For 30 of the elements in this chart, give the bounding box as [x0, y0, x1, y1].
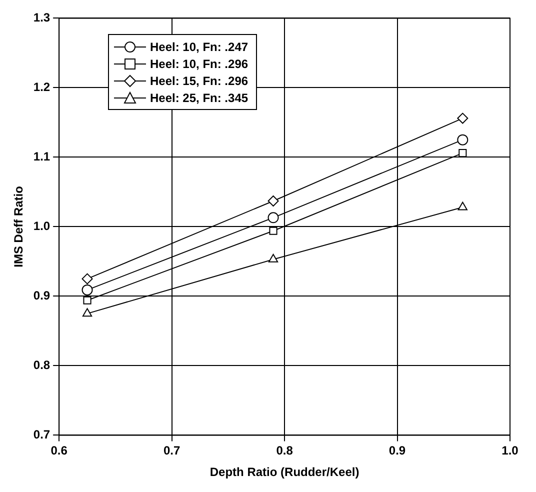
- point: [82, 308, 92, 317]
- x-tick-label: 0.7: [163, 444, 180, 458]
- point: [457, 134, 468, 146]
- x-axis-title: Depth Ratio (Rudder/Keel): [210, 465, 360, 480]
- legend-label: Heel: 10, Fn: .247: [150, 40, 248, 54]
- y-tick-label: 0.7: [33, 428, 50, 442]
- point: [82, 284, 93, 296]
- point: [269, 226, 278, 235]
- x-tick-label: 1.0: [502, 444, 519, 458]
- point: [268, 254, 278, 262]
- point: [458, 148, 467, 158]
- point: [457, 112, 468, 124]
- legend-label: Heel: 25, Fn: .345: [150, 90, 248, 104]
- y-tick-label: 0.8: [33, 358, 50, 372]
- y-tick-label: 0.9: [33, 288, 50, 303]
- y-tick-label: 1.1: [33, 150, 50, 164]
- point: [82, 273, 93, 284]
- y-axis-title: IMS Deff Ratio: [12, 186, 26, 268]
- point: [268, 212, 279, 224]
- y-tick-label: 1.2: [33, 80, 50, 94]
- point: [268, 195, 279, 206]
- x-tick-label: 0.6: [50, 444, 68, 458]
- x-tick-label: 0.9: [388, 444, 406, 458]
- legend-label: Heel: 15, Fn: .296: [150, 74, 248, 88]
- point: [83, 296, 92, 304]
- legend-label: Heel: 10, Fn: .296: [150, 56, 248, 70]
- y-tick-label: 1.0: [33, 219, 50, 234]
- x-tick-label: 0.8: [276, 444, 294, 458]
- point: [458, 202, 468, 210]
- y-tick-label: 1.3: [33, 10, 50, 25]
